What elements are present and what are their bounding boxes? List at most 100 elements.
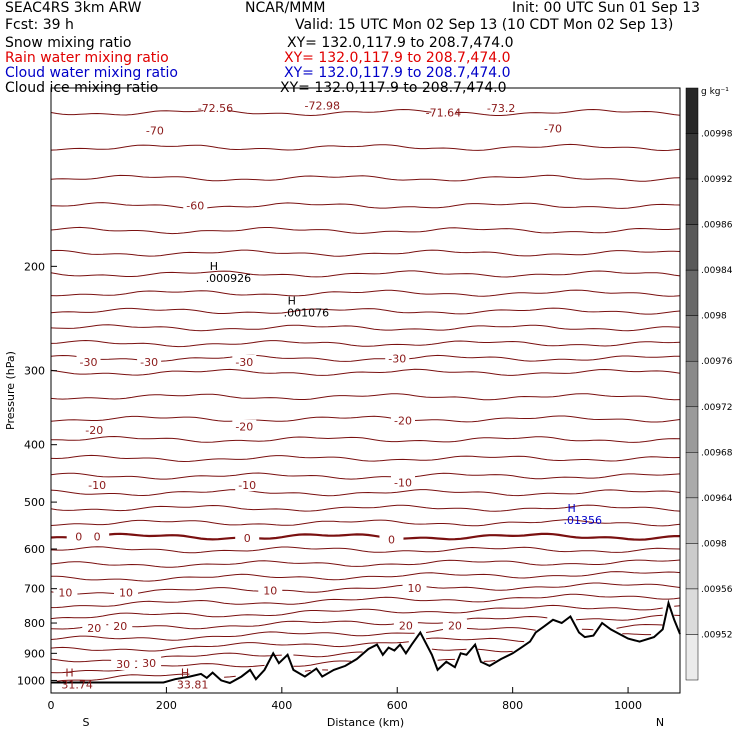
contour-label-bg <box>111 656 136 670</box>
contour-label-bg <box>183 198 208 212</box>
contour-line <box>50 174 681 182</box>
contour-label: 30 <box>142 657 156 670</box>
field-name-snow: Snow mixing ratio <box>5 35 132 51</box>
contour-label: 30 <box>116 658 130 671</box>
contour-line <box>50 614 681 630</box>
contour-line <box>50 108 681 117</box>
contour-line <box>50 559 681 568</box>
contour-line <box>50 368 681 376</box>
contour-label-bg <box>137 656 162 670</box>
field-xy-cloud-water: XY= 132.0,117.9 to 208.7,474.0 <box>284 65 511 81</box>
contour-line <box>50 415 681 423</box>
x-tick-label: 600 <box>387 699 408 712</box>
y-tick-label: 1000 <box>17 674 45 687</box>
axis-end-right: N <box>656 716 664 729</box>
contour-label-bg <box>232 419 257 433</box>
contour-label-bg <box>85 478 110 492</box>
field-name-cloud-water: Cloud water mixing ratio <box>5 65 178 81</box>
y-tick-label: 300 <box>24 365 45 378</box>
contour-label-bg <box>541 121 566 135</box>
contour-line <box>56 669 329 682</box>
valid-time: Valid: 15 UTC Mon 02 Sep 13 (10 CDT Mon … <box>295 17 674 33</box>
colorbar-label: .00976 <box>701 357 733 367</box>
x-tick-label: 400 <box>271 699 292 712</box>
contour-line <box>50 504 681 512</box>
field-name-rain: Rain water mixing ratio <box>5 50 169 66</box>
contour-label-bg <box>232 354 257 368</box>
contour-line <box>50 202 681 210</box>
contour-line <box>51 435 681 443</box>
contour-label: 20 <box>399 620 413 633</box>
colorbar-swatch <box>685 133 699 180</box>
colorbar-label: .00998 <box>701 130 733 140</box>
high-marker: H <box>65 667 73 680</box>
contour-label: -10 <box>88 479 106 492</box>
y-tick-label: 700 <box>24 583 45 596</box>
contour-line <box>50 249 681 257</box>
colorbar-swatch <box>685 406 699 453</box>
contour-label: -73.2 <box>487 102 515 115</box>
contour-label-bg <box>258 583 283 597</box>
plot-frame <box>50 87 681 694</box>
contour-label-bg <box>53 585 78 599</box>
high-marker: H <box>567 502 575 515</box>
contour-label: -72.56 <box>198 102 233 115</box>
contour-label-bg <box>379 532 404 546</box>
contour-label: 20 <box>87 622 101 635</box>
contour-line <box>50 604 681 620</box>
contour-label: 10 <box>119 586 133 599</box>
contour-line <box>50 324 681 332</box>
colorbar-label: .00968 <box>701 448 733 458</box>
contour-line <box>50 519 681 527</box>
contour-label: 20 <box>448 620 462 633</box>
contour-label-bg <box>391 475 416 489</box>
colorbar-label: .00986 <box>701 221 733 231</box>
contour-label: -10 <box>394 476 412 489</box>
contour-line <box>50 582 681 595</box>
contour-line <box>50 648 513 663</box>
contour-label-bg <box>393 618 418 632</box>
init-time: Init: 00 UTC Sun 01 Sep 13 <box>512 0 701 16</box>
contour-label-bg <box>310 98 335 112</box>
axis-end-left: S <box>83 716 90 729</box>
contour-label: -20 <box>235 421 253 434</box>
contour-label: -30 <box>140 356 158 369</box>
contour-label-bg <box>235 478 260 492</box>
x-axis-label: Distance (km) <box>327 716 404 729</box>
contour-label-bg <box>114 585 139 599</box>
colorbar-swatch <box>685 224 699 271</box>
high-marker: H <box>210 260 218 273</box>
contour-label-bg <box>442 618 467 632</box>
contour-label-bg <box>108 619 133 633</box>
contour-label-bg <box>142 123 167 137</box>
contour-line <box>50 546 681 554</box>
contour-label-bg <box>235 531 260 545</box>
colorbar-swatch <box>685 360 699 408</box>
colorbar-swatch <box>685 543 699 590</box>
contour-label: -60 <box>186 200 204 213</box>
colorbar-swatch <box>685 497 699 544</box>
terrain <box>51 599 681 685</box>
high-value: .01356 <box>563 514 602 527</box>
contour-label: -20 <box>85 424 103 437</box>
colorbar-label: .00992 <box>701 175 733 185</box>
y-tick-label: 500 <box>24 496 45 509</box>
colorbar-label: .0098 <box>701 539 727 549</box>
high-marker: H <box>181 667 189 680</box>
contour-label: -70 <box>146 125 164 138</box>
org-label: NCAR/MMM <box>245 0 326 16</box>
colorbar-swatch <box>685 588 699 635</box>
x-tick-label: 1000 <box>614 699 642 712</box>
contour-labels: -70 -72.56 -72.98 -71.64 -73.2 -70 -60 -30 -30 -3… <box>53 98 566 671</box>
contour-label: 0 <box>75 531 82 544</box>
contour-label-bg <box>85 529 110 543</box>
high-value: 31.74 <box>61 679 93 692</box>
contour-line <box>50 633 652 652</box>
contour-label: 0 <box>244 532 251 545</box>
contour-line <box>50 307 681 315</box>
contour-label: -20 <box>394 414 412 427</box>
contour-lines <box>50 108 681 682</box>
contour-label-bg <box>66 529 91 543</box>
terrain-line <box>51 599 681 685</box>
y-axis-label: Pressure (hPa) <box>4 351 17 430</box>
